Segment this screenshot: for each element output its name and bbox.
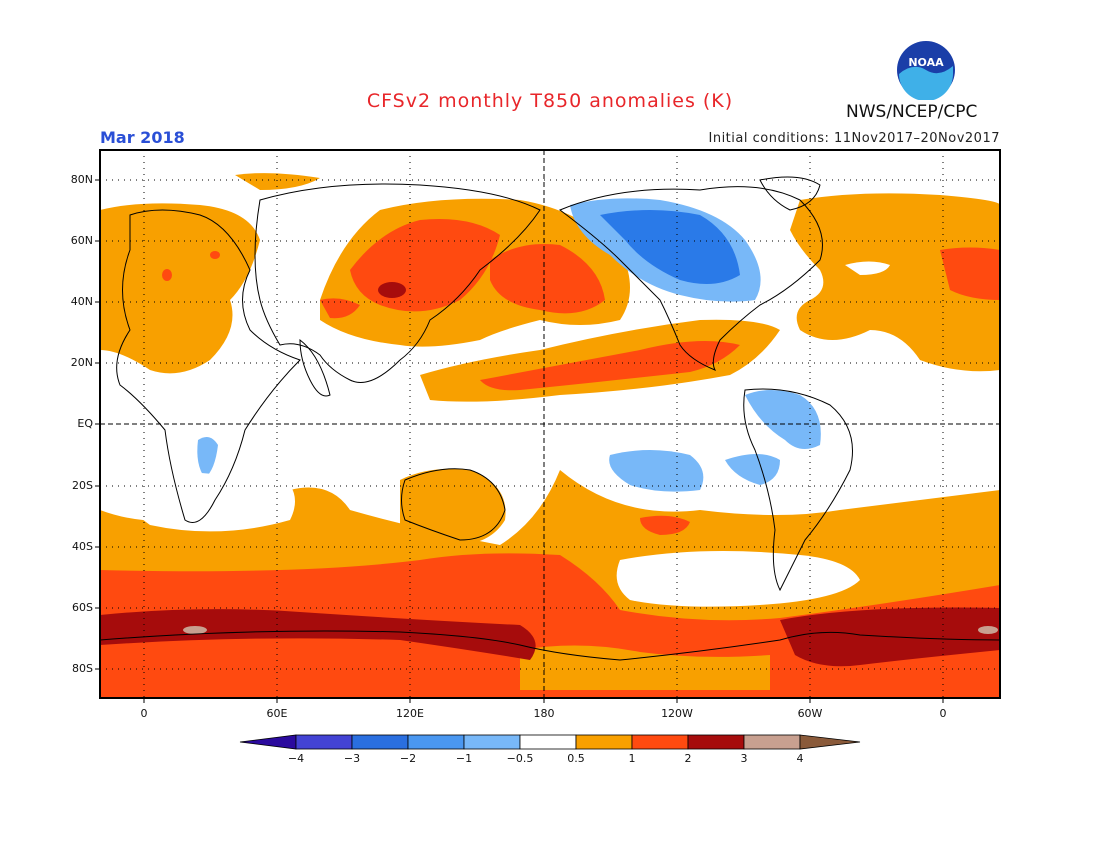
shade-australia-orange [400,468,506,545]
coast-north-america [558,186,823,371]
colorbar-label: −1 [455,752,473,765]
shade-npacific-red [490,244,605,314]
shade-pacific-red-band [480,341,740,391]
coast-africa-europe [116,209,301,523]
grid [100,150,1000,698]
coast-india [299,338,331,397]
lat-label: 60S [72,601,93,614]
noaa-logo-icon: NOAA [897,41,955,100]
lat-label: 80N [70,173,93,186]
shade-atlantic-orange [790,193,1000,372]
lon-label: 60W [797,707,823,720]
colorbar-label: 4 [796,752,804,765]
lat-label: 40N [70,295,93,308]
coast-greenland [759,176,821,211]
colorbar-swatch-4 [463,734,521,750]
lat-label: 40S [72,540,93,553]
lon-label: 180 [533,707,555,720]
colorbar-swatch-5 [519,734,577,750]
ticks [95,179,944,703]
coast-south-america [743,388,853,592]
shade-south-tan-1 [183,626,207,634]
lon-label: 120E [396,707,424,720]
colorbar-label: 1 [628,752,636,765]
shade-sa-lightblue [745,390,821,449]
initial-conditions: Initial conditions: 11Nov2017–20Nov2017 [708,131,1000,146]
lon-label: 120W [661,707,693,720]
lat-label: 20N [70,356,93,369]
colorbar-swatch-3 [407,734,465,750]
colorbar-label: 2 [684,752,692,765]
shade-europe-orange [100,203,260,374]
shade-spac-red [640,515,690,535]
colorbar-label: −2 [399,752,417,765]
noaa-logo-text: NOAA [908,56,944,69]
shade-europe-red-dot [162,269,172,281]
map-title: CFSv2 monthly T850 anomalies (K) [366,90,734,112]
reference-lines [100,150,1000,698]
lat-label: 20S [72,479,93,492]
shade-south-darkred-west [100,609,536,660]
lat-label: 80S [72,662,93,675]
lat-label: EQ [77,417,93,430]
shade-africa-lightblue [197,436,218,478]
colorbar-label: 0.5 [567,752,585,765]
agency-label: NWS/NCEP/CPC [846,102,978,122]
shade-atlantic-white-hole [845,261,890,275]
shade-south-tan-2 [978,626,998,634]
colorbar-label: −3 [343,752,361,765]
colorbar-swatch-1 [295,734,353,750]
colorbar-label: −0.5 [506,752,534,765]
colorbar-swatch-10 [799,734,861,750]
lon-label: 60E [266,707,288,720]
colorbar-label: 3 [740,752,748,765]
shade-tibet-red [320,298,360,319]
shade-indian-white [127,470,295,532]
shade-europe-red-dot-2 [210,251,220,259]
lon-label: 0 [140,707,148,720]
colorbar-swatch-7 [631,734,689,750]
coast-australia [401,468,506,541]
colorbar-swatch-2 [351,734,409,750]
shade-asia-darkred [378,282,406,298]
lon-label: 0 [939,707,947,720]
shade-arctic-orange [235,173,320,190]
colorbar-label: −4 [287,752,305,765]
colorbar-swatch-8 [687,734,745,750]
colorbar-swatch-6 [575,734,633,750]
shade-sepac-lightblue [725,454,780,485]
shade-na-blue [600,210,740,284]
coast-antarctica [100,630,1000,661]
valid-month: Mar 2018 [100,128,185,147]
colorbar [239,734,861,750]
colorbar-swatch-9 [743,734,801,750]
shade-epac-lightblue [609,450,704,492]
coastlines [100,176,1000,661]
shade-south-red [100,553,1000,698]
lat-label: 60N [70,234,93,247]
coast-asia [254,183,541,383]
colorbar-swatch-0 [239,734,297,750]
shade-europe-red [940,247,1000,300]
